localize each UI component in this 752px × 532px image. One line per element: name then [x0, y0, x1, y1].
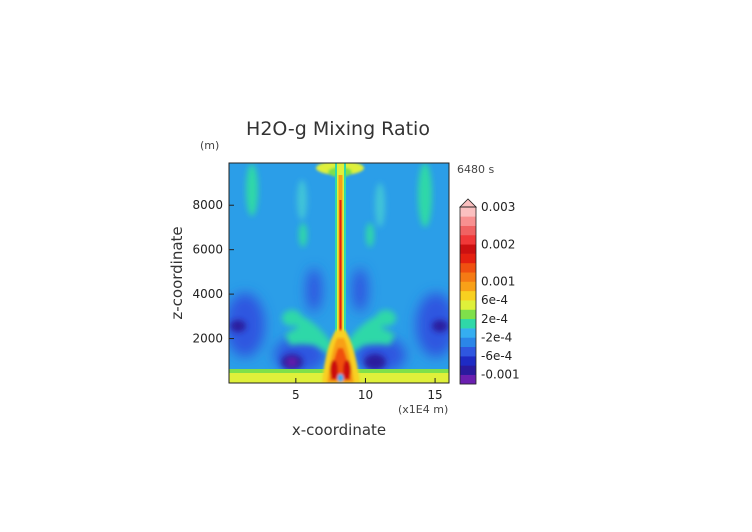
colorbar-swatch: [460, 300, 476, 310]
y-axis-label: z-coordinate: [168, 226, 186, 319]
y-tick-label: 2000: [192, 332, 223, 346]
y-tick-label: 8000: [192, 198, 223, 212]
y-tick-label: 4000: [192, 287, 223, 301]
y-tick-label: 6000: [192, 243, 223, 257]
y-unit-label: (m): [200, 139, 219, 152]
x-tick-label: 15: [427, 388, 442, 402]
colorbar-extend-arrow: [459, 198, 477, 208]
colorbar-swatch: [460, 272, 476, 282]
colorbar-label: 0.002: [481, 237, 515, 251]
colorbar-label: 6e-4: [481, 293, 508, 307]
plume-base: [322, 330, 360, 383]
colorbar-label: -6e-4: [481, 349, 512, 363]
colorbar-label: 0.003: [481, 200, 515, 214]
colorbar-swatch: [460, 374, 476, 385]
colorbar-swatch: [460, 328, 476, 338]
colorbar-swatch: [460, 281, 476, 292]
colorbar-swatch: [460, 346, 476, 357]
colorbar-swatch: [460, 309, 476, 320]
colorbar-swatch: [460, 337, 476, 348]
chart-title: H2O-g Mixing Ratio: [246, 118, 430, 140]
y-axis: 2000 4000 6000 8000: [192, 198, 234, 346]
x-tick-label: 10: [358, 388, 373, 402]
colorbar-swatch: [460, 244, 476, 254]
colorbar-swatch: [460, 207, 476, 217]
colorbar-swatch: [460, 234, 476, 245]
dry-cores: [230, 320, 448, 370]
time-label: 6480 s: [457, 163, 494, 176]
x-tick-label: 5: [292, 388, 300, 402]
colorbar-swatch: [460, 318, 476, 329]
plot-frame: [228, 162, 450, 384]
colorbar-swatch: [460, 290, 476, 301]
central-plume: [335, 163, 346, 378]
colorbar-swatch: [460, 262, 476, 273]
colorbar-label: 2e-4: [481, 312, 508, 326]
colorbar-label: -0.001: [481, 368, 520, 382]
colorbar-swatch: [460, 365, 476, 375]
colorbar: 0.003 0.002 0.001 6e-4 2e-4 -2e-4 -6e-4 -0.001: [459, 198, 520, 385]
colorbar-swatch: [460, 225, 476, 236]
upper-moist-bands: [246, 163, 432, 247]
x-unit-label: (x1E4 m): [398, 403, 448, 416]
x-axis-label: x-coordinate: [292, 421, 386, 439]
colorbar-frame: [459, 206, 477, 385]
colorbar-swatch: [460, 216, 476, 226]
colorbar-swatch: [460, 253, 476, 264]
colorbar-label: 0.001: [481, 275, 515, 289]
colorbar-swatch: [460, 356, 476, 366]
colorbar-label: -2e-4: [481, 330, 512, 344]
x-axis: 5 10 15: [292, 378, 443, 402]
heatmap-field: [229, 163, 449, 383]
